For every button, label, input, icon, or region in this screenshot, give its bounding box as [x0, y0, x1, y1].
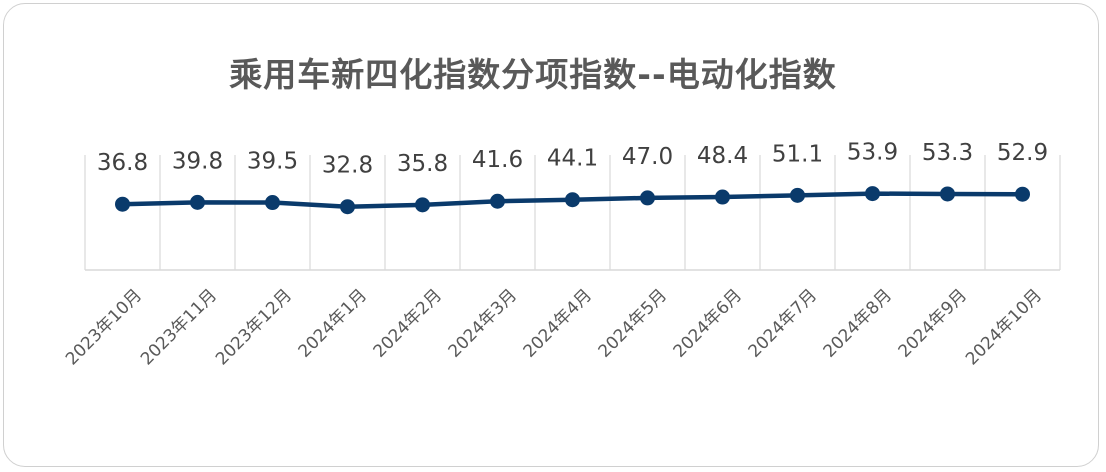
data-point — [715, 189, 730, 205]
data-point — [190, 194, 205, 210]
data-point — [415, 197, 430, 213]
x-tick-label: 2024年5月 — [595, 285, 671, 361]
data-label: 47.0 — [622, 144, 673, 170]
data-label: 35.8 — [397, 151, 448, 177]
data-point — [640, 190, 655, 206]
data-point — [340, 199, 355, 215]
chart-title: 乘用车新四化指数分项指数--电动化指数 — [229, 55, 837, 94]
grid-lines — [84, 155, 1061, 271]
data-point — [940, 186, 955, 202]
data-label: 39.5 — [247, 149, 298, 175]
data-point — [265, 195, 280, 211]
x-tick-label: 2024年2月 — [370, 285, 446, 361]
data-point — [790, 187, 805, 203]
data-label: 32.8 — [322, 153, 373, 179]
data-label: 53.3 — [922, 140, 973, 166]
data-point — [1015, 186, 1030, 202]
data-label: 44.1 — [547, 146, 598, 172]
data-label: 48.4 — [697, 143, 748, 169]
data-label: 39.8 — [172, 148, 223, 174]
data-label: 36.8 — [97, 150, 148, 176]
data-label: 53.9 — [847, 140, 898, 166]
x-tick-label: 2024年4月 — [520, 285, 596, 361]
x-tick-label: 2023年10月 — [62, 285, 146, 369]
x-tick-label: 2024年6月 — [670, 285, 746, 361]
x-tick-label: 2024年8月 — [820, 285, 896, 361]
x-tick-label: 2024年1月 — [295, 285, 371, 361]
data-points — [115, 186, 1030, 215]
x-tick-label: 2024年9月 — [895, 285, 971, 361]
x-tick-label: 2024年3月 — [445, 285, 521, 361]
x-tick-label: 2023年12月 — [212, 285, 296, 369]
data-labels: 36.8 39.8 39.5 32.8 35.8 41.6 44.1 47.0 48.4 51.1… — [97, 140, 1048, 179]
data-label: 52.9 — [997, 140, 1048, 166]
data-label: 41.6 — [472, 147, 523, 173]
data-point — [865, 186, 880, 202]
x-tick-label: 2024年7月 — [745, 285, 821, 361]
x-tick-label: 2024年10月 — [962, 285, 1046, 369]
x-tick-label: 2023年11月 — [137, 285, 221, 369]
data-point — [115, 196, 130, 212]
x-tick-labels: 2023年10月2023年11月2023年12月2024年1月2024年2月20… — [62, 285, 1046, 369]
data-point — [490, 193, 505, 209]
data-point — [565, 192, 580, 208]
chart-frame — [3, 3, 1099, 467]
data-label: 51.1 — [772, 141, 823, 167]
